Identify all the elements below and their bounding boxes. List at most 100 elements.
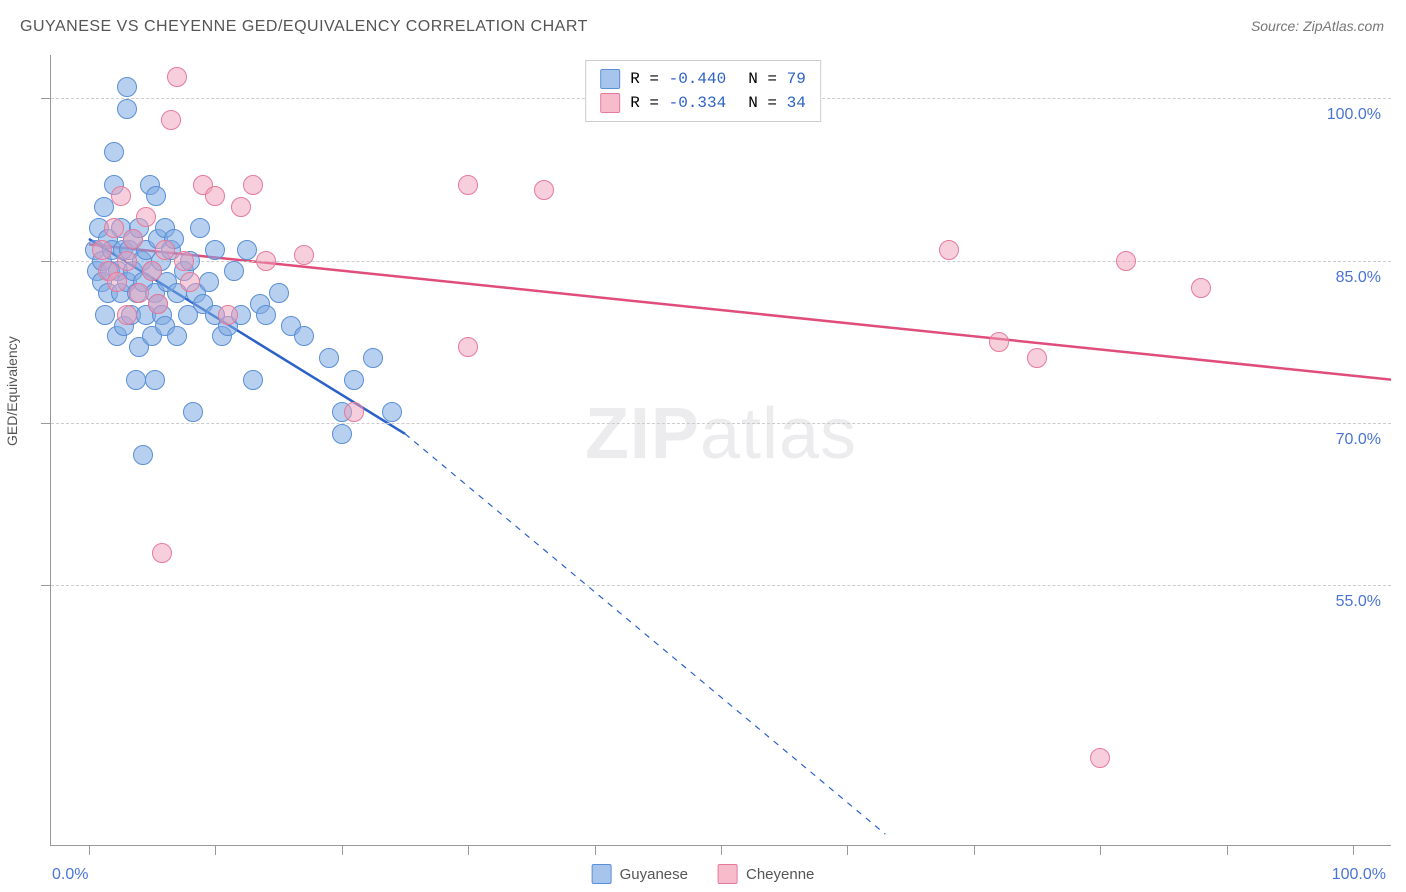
- data-point: [92, 240, 112, 260]
- x-axis-max-label: 100.0%: [1332, 866, 1386, 884]
- data-point: [939, 240, 959, 260]
- x-tick: [215, 845, 216, 855]
- data-point: [218, 305, 238, 325]
- gridline: [51, 585, 1391, 586]
- data-point: [363, 348, 383, 368]
- data-point: [183, 402, 203, 422]
- trend-line-solid: [89, 244, 1391, 379]
- series-legend: Guyanese Cheyenne: [592, 864, 815, 884]
- x-tick: [468, 845, 469, 855]
- chart-title: GUYANESE VS CHEYENNE GED/EQUIVALENCY COR…: [20, 18, 588, 36]
- stats-legend: R = -0.440 N = 79 R = -0.334 N = 34: [585, 60, 821, 122]
- watermark-zip: ZIP: [585, 394, 700, 474]
- data-point: [161, 110, 181, 130]
- data-point: [117, 251, 137, 271]
- data-point: [237, 240, 257, 260]
- data-point: [126, 370, 146, 390]
- x-tick: [595, 845, 596, 855]
- y-axis-tick-label: 70.0%: [1336, 431, 1381, 449]
- data-point: [1116, 251, 1136, 271]
- data-point: [167, 326, 187, 346]
- data-point: [152, 543, 172, 563]
- x-tick: [1227, 845, 1228, 855]
- y-axis-tick-label: 100.0%: [1327, 106, 1381, 124]
- legend-swatch: [592, 864, 612, 884]
- stats-legend-row: R = -0.334 N = 34: [600, 91, 806, 115]
- x-tick: [89, 845, 90, 855]
- data-point: [1090, 748, 1110, 768]
- data-point: [167, 67, 187, 87]
- y-axis-tick-label: 55.0%: [1336, 593, 1381, 611]
- data-point: [458, 175, 478, 195]
- data-point: [117, 305, 137, 325]
- data-point: [123, 229, 143, 249]
- data-point: [1191, 278, 1211, 298]
- r-label: R = -0.334: [630, 91, 726, 115]
- watermark: ZIPatlas: [585, 393, 857, 475]
- data-point: [458, 337, 478, 357]
- data-point: [243, 370, 263, 390]
- plot-area: ZIPatlas 55.0% 70.0% 85.0% 100.0%: [50, 55, 1391, 846]
- y-tick: [41, 98, 51, 99]
- data-point: [344, 402, 364, 422]
- data-point: [129, 283, 149, 303]
- data-point: [117, 99, 137, 119]
- legend-swatch: [600, 93, 620, 113]
- y-tick: [41, 423, 51, 424]
- r-label: R = -0.440: [630, 67, 726, 91]
- gridline: [51, 423, 1391, 424]
- data-point: [269, 283, 289, 303]
- x-tick: [1100, 845, 1101, 855]
- data-point: [111, 186, 131, 206]
- data-point: [133, 445, 153, 465]
- data-point: [199, 272, 219, 292]
- data-point: [243, 175, 263, 195]
- series-legend-item: Cheyenne: [718, 864, 814, 884]
- data-point: [294, 326, 314, 346]
- trend-line-dashed: [405, 434, 885, 834]
- data-point: [146, 186, 166, 206]
- data-point: [136, 207, 156, 227]
- legend-swatch: [718, 864, 738, 884]
- legend-swatch: [600, 69, 620, 89]
- legend-label: Guyanese: [620, 866, 688, 883]
- gridline: [51, 261, 1391, 262]
- data-point: [534, 180, 554, 200]
- data-point: [104, 142, 124, 162]
- data-point: [989, 332, 1009, 352]
- data-point: [256, 305, 276, 325]
- data-point: [142, 261, 162, 281]
- x-tick: [1353, 845, 1354, 855]
- data-point: [117, 77, 137, 97]
- data-point: [205, 240, 225, 260]
- data-point: [145, 370, 165, 390]
- data-point: [95, 305, 115, 325]
- data-point: [231, 197, 251, 217]
- x-tick: [847, 845, 848, 855]
- data-point: [155, 240, 175, 260]
- y-axis-title: GED/Equivalency: [4, 336, 20, 446]
- data-point: [294, 245, 314, 265]
- data-point: [174, 251, 194, 271]
- data-point: [256, 251, 276, 271]
- data-point: [104, 218, 124, 238]
- x-tick: [342, 845, 343, 855]
- x-tick: [721, 845, 722, 855]
- trend-lines-svg: [51, 55, 1391, 845]
- stats-legend-row: R = -0.440 N = 79: [600, 67, 806, 91]
- data-point: [344, 370, 364, 390]
- data-point: [332, 424, 352, 444]
- data-point: [224, 261, 244, 281]
- data-point: [107, 272, 127, 292]
- data-point: [180, 272, 200, 292]
- y-axis-tick-label: 85.0%: [1336, 269, 1381, 287]
- x-axis-min-label: 0.0%: [52, 866, 88, 884]
- n-label: N = 34: [748, 91, 806, 115]
- watermark-atlas: atlas: [700, 394, 857, 474]
- data-point: [382, 402, 402, 422]
- series-legend-item: Guyanese: [592, 864, 688, 884]
- data-point: [190, 218, 210, 238]
- y-tick: [41, 261, 51, 262]
- data-point: [148, 294, 168, 314]
- n-label: N = 79: [748, 67, 806, 91]
